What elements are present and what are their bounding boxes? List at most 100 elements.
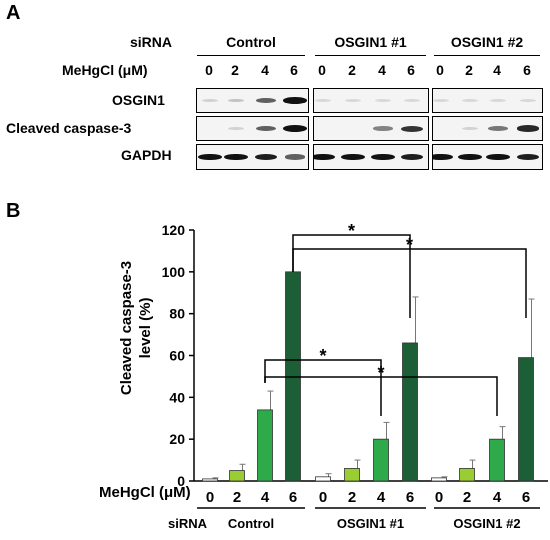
group-label: OSGIN1 #1 — [337, 516, 404, 531]
bar — [518, 357, 534, 482]
blot-box-3-1 — [196, 144, 309, 170]
panel-a-sirna-label: siRNA — [130, 34, 173, 50]
blot-box-2-1 — [196, 116, 309, 141]
x-tick-label: 4 — [377, 489, 386, 506]
panel-a-letter: A — [6, 2, 21, 24]
bar — [431, 477, 447, 482]
blot-band — [198, 153, 222, 161]
blot-band — [201, 98, 219, 103]
bar — [315, 476, 331, 482]
blot-box-3-3 — [432, 144, 543, 170]
significance-brackets: * * * * — [264, 221, 527, 416]
blot-box-2-2 — [313, 116, 429, 141]
panel-a-group-2: OSGIN1 #1 — [334, 34, 407, 50]
y-tick-label: 20 — [169, 431, 185, 447]
bar — [229, 470, 245, 482]
significance-bracket — [264, 359, 382, 416]
panel-a-group-1: Control — [226, 34, 276, 50]
panel-a-dose-8: 6 — [407, 62, 415, 78]
x-tick-label: 0 — [319, 489, 327, 506]
blot-band — [458, 153, 482, 161]
y-tick-label: 100 — [162, 264, 186, 280]
x-tick-label: 6 — [289, 489, 297, 506]
panel-a-dose-4: 6 — [290, 62, 298, 78]
blot-band — [371, 153, 395, 161]
blot-band — [516, 153, 540, 161]
significance-star: * — [319, 346, 326, 366]
blot-band — [516, 125, 540, 132]
bar — [373, 438, 389, 482]
blot-band — [489, 98, 507, 103]
significance-bracket — [292, 234, 411, 318]
blot-band — [227, 98, 245, 103]
y-axis-label: Cleaved caspase-3 level (%) — [118, 261, 154, 395]
y-axis-label-line: Cleaved caspase-3 — [118, 261, 135, 395]
bar — [202, 478, 218, 482]
blot-band — [254, 153, 278, 161]
blot-band — [255, 125, 277, 132]
panel-a-dose-12: 6 — [523, 62, 531, 78]
blot-box-1-2 — [313, 88, 429, 113]
group-label: OSGIN1 #2 — [453, 516, 520, 531]
blot-band — [403, 98, 421, 103]
panel-a-group-underline-2 — [315, 55, 426, 56]
x-tick-label: 2 — [348, 489, 356, 506]
bar-chart: Cleaved caspase-3 level (%) 0204060801001… — [118, 221, 548, 531]
blot-band — [314, 98, 332, 103]
y-tick-label: 0 — [177, 473, 185, 489]
panel-b-sirna-label: siRNA — [168, 516, 208, 531]
x-tick-label: 2 — [463, 489, 471, 506]
blot-label-1: OSGIN1 — [112, 92, 165, 108]
x-tick-label: 2 — [233, 489, 241, 506]
panel-a-dose-3: 4 — [261, 62, 269, 78]
panel-a-dose-1: 0 — [205, 62, 213, 78]
x-tick-label: 6 — [406, 489, 414, 506]
blot-box-2-3 — [432, 116, 543, 141]
blot-band — [486, 153, 510, 161]
blot-band — [400, 153, 424, 161]
panel-a-dose-5: 0 — [318, 62, 326, 78]
y-tick-label: 120 — [162, 222, 186, 238]
panel-a-dose-7: 4 — [378, 62, 386, 78]
significance-bracket — [264, 376, 498, 416]
group-label: Control — [228, 516, 274, 531]
blot-band — [227, 126, 245, 131]
blot-label-2: Cleaved caspase-3 — [6, 120, 132, 136]
x-tick-label: 0 — [206, 489, 214, 506]
blot-band — [284, 154, 306, 160]
significance-star: * — [348, 221, 355, 241]
blot-band — [433, 98, 450, 103]
blot-band — [433, 153, 453, 161]
blot-band — [488, 126, 508, 131]
significance-star: * — [406, 235, 413, 255]
panel-a-dose-11: 4 — [493, 62, 501, 78]
blot-band — [224, 153, 248, 161]
y-tick-label: 40 — [169, 389, 185, 405]
x-tick-label: 4 — [261, 489, 270, 506]
blot-label-3: GAPDH — [121, 147, 172, 163]
panel-a-group-3: OSGIN1 #2 — [450, 34, 524, 50]
y-tick-label: 80 — [169, 306, 185, 322]
x-tick-label: 4 — [493, 489, 502, 506]
bar — [459, 468, 475, 482]
panel-a-dose-9: 0 — [436, 62, 444, 78]
blot-band — [401, 125, 423, 132]
panel-a-group-underline-3 — [434, 55, 540, 56]
blot-band — [374, 98, 392, 103]
y-axis-label-line: level (%) — [137, 298, 154, 359]
significance-star: * — [377, 363, 384, 383]
blot-band — [373, 126, 393, 131]
blot-band — [461, 98, 479, 103]
bar — [257, 409, 273, 482]
blot-band — [341, 153, 365, 161]
significance-bracket — [292, 248, 527, 318]
bar — [344, 468, 360, 482]
blot-band — [283, 97, 307, 104]
bar — [402, 342, 418, 482]
blot-band — [344, 98, 362, 103]
x-tick-label: 0 — [435, 489, 443, 506]
panel-a-group-underline-1 — [197, 55, 305, 56]
x-axis-tick-labels: 0 2 4 6 0 2 4 6 0 2 4 6 Control OSGIN1 #1 OSGIN1 #2 — [197, 489, 540, 531]
blot-band — [255, 97, 277, 104]
panel-b-dose-label: MeHgCl (μM) — [99, 484, 191, 501]
